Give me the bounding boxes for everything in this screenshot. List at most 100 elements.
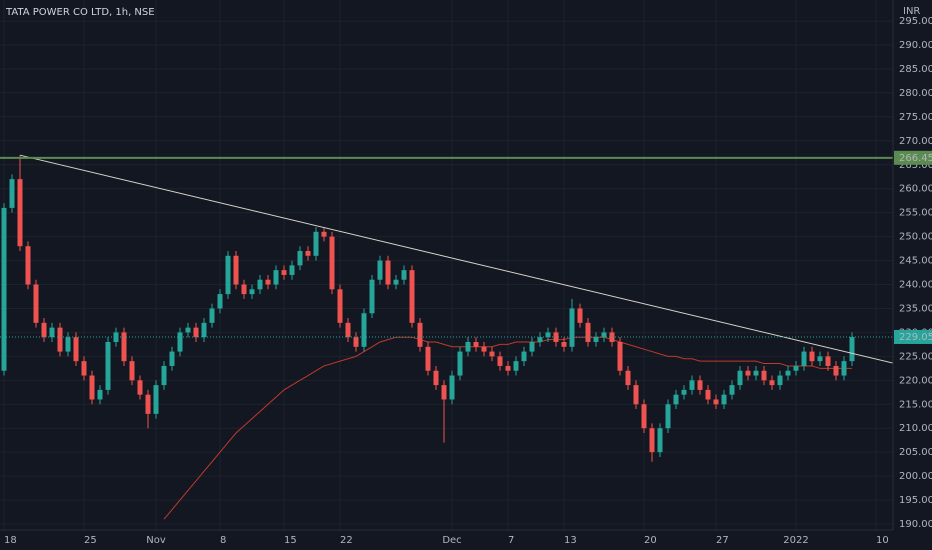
candle-body: [161, 365, 167, 386]
candle-body: [729, 385, 735, 395]
candle-body: [441, 385, 447, 400]
candle-body: [761, 370, 767, 381]
chart-title: TATA POWER CO LTD, 1h, NSE: [5, 7, 155, 18]
candle-body: [57, 327, 63, 352]
candle-body: [385, 260, 391, 285]
y-tick-label: 235.00: [899, 303, 932, 314]
candle-body: [257, 279, 263, 290]
candle-body: [793, 365, 799, 371]
y-tick-label: 265.00: [899, 160, 932, 171]
candle-body: [401, 270, 407, 280]
y-tick-label: 290.00: [899, 40, 932, 51]
candle-body: [649, 428, 655, 453]
candle-body: [377, 260, 383, 280]
candle-body: [537, 337, 543, 342]
candle-body: [273, 270, 279, 285]
candle-body: [617, 341, 623, 371]
candle-body: [1, 207, 7, 371]
candle-body: [577, 308, 583, 323]
x-tick-label: 13: [564, 535, 577, 546]
candle-body: [601, 332, 607, 338]
candle-body: [353, 337, 359, 347]
candle-body: [641, 404, 647, 429]
candle-body: [633, 385, 639, 405]
candle-body: [849, 336, 855, 362]
trendline: [19, 154, 894, 364]
candle-body: [777, 375, 783, 386]
candle-body: [209, 308, 215, 323]
candle-body: [153, 385, 159, 414]
plot: [0, 154, 894, 520]
candle-body: [785, 370, 791, 376]
candle-body: [569, 308, 575, 347]
candle-body: [625, 370, 631, 386]
candle-body: [817, 356, 823, 362]
candle-body: [481, 346, 487, 352]
x-tick-label: 8: [220, 535, 226, 546]
candle-body: [697, 380, 703, 390]
candle-body: [841, 361, 847, 376]
y-tick-label: 245.00: [899, 256, 932, 267]
candle-body: [561, 341, 567, 347]
candle-body: [505, 365, 511, 371]
candle-body: [833, 365, 839, 376]
candle-body: [433, 370, 439, 386]
candle-body: [113, 332, 119, 342]
candle-body: [49, 327, 55, 338]
candle-body: [417, 322, 423, 347]
last-price-box: [894, 329, 932, 344]
candle-body: [249, 289, 255, 295]
candle-body: [753, 370, 759, 376]
candle-body: [185, 327, 191, 333]
candle-body: [41, 322, 47, 338]
y-tick-label: 210.00: [899, 423, 932, 434]
y-tick-label: 190.00: [899, 519, 932, 530]
candle-body: [513, 361, 519, 371]
candle-body: [721, 394, 727, 405]
candle-body: [233, 255, 239, 285]
candle-body: [321, 231, 327, 237]
last-price-label: 229.05: [899, 332, 932, 343]
candle-body: [465, 341, 471, 352]
candle-body: [825, 356, 831, 366]
y-tick-label: 195.00: [899, 495, 932, 506]
candle-body: [305, 250, 311, 256]
candle-body: [329, 236, 335, 290]
y-tick-label: 220.00: [899, 375, 932, 386]
candle-body: [713, 399, 719, 405]
x-tick-label: Nov: [146, 535, 166, 546]
candle-body: [9, 179, 15, 208]
candle-body: [473, 341, 479, 347]
x-tick-label: 7: [508, 535, 514, 546]
y-tick-label: 240.00: [899, 280, 932, 291]
y-tick-label: 280.00: [899, 88, 932, 99]
candle-body: [593, 337, 599, 342]
candle-body: [97, 389, 103, 400]
candle-body: [457, 351, 463, 376]
candle-body: [25, 246, 31, 285]
candle-body: [105, 341, 111, 390]
candle-body: [313, 231, 319, 256]
horizontal-line-label-box: [894, 150, 932, 165]
candle-body: [297, 250, 303, 266]
candle-body: [657, 428, 663, 453]
y-tick-label: 275.00: [899, 112, 932, 123]
candle-body: [177, 332, 183, 352]
x-tick-label: 10: [876, 535, 889, 546]
candle-body: [681, 389, 687, 395]
candle-body: [89, 375, 95, 400]
y-tick-label: 260.00: [899, 184, 932, 195]
x-tick-label: 22: [340, 535, 353, 546]
currency: INR: [903, 6, 920, 17]
y-tick-label: 270.00: [899, 136, 932, 147]
candle-body: [201, 322, 207, 338]
candle-body: [393, 279, 399, 285]
candle-body: [337, 289, 343, 323]
candle-body: [545, 332, 551, 338]
x-tick-label: 15: [284, 535, 297, 546]
x-tick-label: 20: [644, 535, 657, 546]
candle-body: [409, 270, 415, 323]
y-tick-label: 215.00: [899, 399, 932, 410]
